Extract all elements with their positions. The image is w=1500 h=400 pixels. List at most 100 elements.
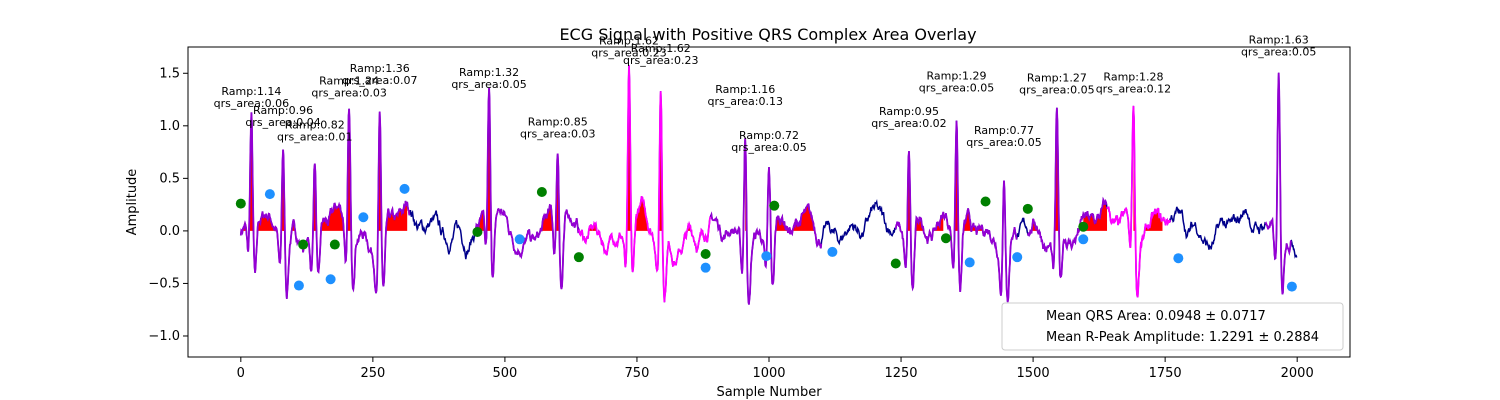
qrs-area-label: qrs_area:0.03 xyxy=(311,87,386,100)
y-axis: −1.0 −0.5 0.0 0.5 1.0 1.5 xyxy=(148,66,188,344)
r-peak-amplitude-label: Ramp:1.27 xyxy=(1027,71,1087,84)
r-peak-amplitude-label: Ramp:1.62 xyxy=(631,42,691,55)
y-tick-label: 0.0 xyxy=(159,224,180,239)
y-tick-label: 0.5 xyxy=(159,171,180,186)
s-point-marker xyxy=(472,226,483,237)
qrs-area-label: qrs_area:0.05 xyxy=(1241,46,1316,59)
r-peak-amplitude-label: Ramp:1.24 xyxy=(319,75,379,88)
qrs-area-fill xyxy=(351,111,381,231)
y-tick-label: 1.0 xyxy=(159,119,180,134)
legend-mean-r-peak-amplitude: Mean R-Peak Amplitude: 1.2291 ± 0.2884 xyxy=(1046,330,1319,345)
qrs-area-label: qrs_area:0.05 xyxy=(966,136,1041,149)
s-point-marker xyxy=(235,198,246,209)
x-tick-label: 1000 xyxy=(752,366,785,381)
x-axis: 0 250 500 750 1000 1250 1500 1750 2000 xyxy=(237,357,1314,381)
qrs-area-fill xyxy=(578,65,632,231)
qrs-area-fill xyxy=(283,149,318,231)
r-peak-amplitude-label: Ramp:1.28 xyxy=(1103,70,1163,83)
q-point-marker xyxy=(358,212,369,223)
qrs-area-fill xyxy=(953,120,986,231)
s-point-marker xyxy=(536,187,547,198)
qrs-segment-line xyxy=(894,120,1018,303)
q-point-marker xyxy=(1012,252,1023,263)
s-point-marker xyxy=(298,239,309,250)
qrs-area-fill xyxy=(906,151,944,231)
x-axis-label: Sample Number xyxy=(716,385,822,400)
qrs-segment-line xyxy=(1026,107,1108,279)
legend: Mean QRS Area: 0.0948 ± 0.0717 Mean R-Pe… xyxy=(1001,302,1344,351)
r-peak-amplitude-label: Ramp:1.62 xyxy=(599,35,659,48)
qrs-segment-line xyxy=(1264,72,1292,295)
x-tick-label: 1750 xyxy=(1149,366,1182,381)
y-tick-label: −1.0 xyxy=(148,329,180,344)
s-point-marker xyxy=(1078,221,1089,232)
qrs-area-fill xyxy=(1133,105,1163,231)
r-peak-amplitude-label: Ramp:0.72 xyxy=(739,129,799,142)
q-point-marker xyxy=(1078,234,1089,245)
qrs-area-label: qrs_area:0.05 xyxy=(1019,83,1094,96)
x-tick-label: 250 xyxy=(360,366,385,381)
r-peak-amplitude-label: Ramp:1.16 xyxy=(715,83,775,96)
s-point-marker xyxy=(573,252,584,263)
r-peak-amplitude-label: Ramp:0.95 xyxy=(879,105,939,118)
qrs-segment-line xyxy=(1106,105,1171,298)
qrs-segment-line xyxy=(578,65,712,303)
x-tick-label: 1250 xyxy=(884,366,917,381)
qrs-area-fill xyxy=(1083,199,1108,231)
qrs-segment-line xyxy=(475,87,580,290)
x-tick-label: 500 xyxy=(492,366,517,381)
q-point-marker xyxy=(293,280,304,291)
s-point-marker xyxy=(769,200,780,211)
x-tick-label: 2000 xyxy=(1281,366,1314,381)
r-peak-amplitude-label: Ramp:1.36 xyxy=(350,62,410,75)
r-peak-amplitude-label: Ramp:1.63 xyxy=(1249,34,1309,47)
qrs-area-label: qrs_area:0.06 xyxy=(214,97,289,110)
chart-title: ECG Signal with Positive QRS Complex Are… xyxy=(559,25,976,44)
qrs-area-label: qrs_area:0.01 xyxy=(277,131,352,144)
r-peak-amplitude-label: Ramp:0.77 xyxy=(974,124,1034,137)
x-tick-label: 0 xyxy=(237,366,245,381)
r-peak-annotations: Ramp:1.14qrs_area:0.06Ramp:0.96qrs_area:… xyxy=(214,34,1317,155)
q-point-marker xyxy=(264,189,275,200)
qrs-area-label: qrs_area:0.05 xyxy=(919,81,994,94)
q-point-marker xyxy=(1286,281,1297,292)
y-axis-label: Amplitude xyxy=(125,169,140,236)
r-peak-amplitude-label: Ramp:1.32 xyxy=(459,66,519,79)
y-tick-label: 1.5 xyxy=(159,66,180,81)
x-tick-label: 750 xyxy=(625,366,650,381)
q-point-marker xyxy=(325,274,336,285)
r-peak-amplitude-label: Ramp:0.85 xyxy=(528,116,588,129)
y-tick-label: −0.5 xyxy=(148,276,180,291)
qrs-segment-line xyxy=(239,108,411,299)
x-tick-label: 1500 xyxy=(1017,366,1050,381)
qrs-area-label: qrs_area:0.03 xyxy=(520,128,595,141)
qrs-area-fill xyxy=(380,165,408,231)
r-peak-amplitude-label: Ramp:1.29 xyxy=(926,69,986,82)
r-peak-amplitude-label: Ramp:0.82 xyxy=(285,119,345,132)
qrs-area-label: qrs_area:0.02 xyxy=(871,117,946,130)
qrs-area-label: qrs_area:0.04 xyxy=(245,116,320,129)
legend-mean-qrs-area: Mean QRS Area: 0.0948 ± 0.0717 xyxy=(1046,309,1266,324)
r-peak-amplitude-label: Ramp:1.14 xyxy=(221,85,281,98)
s-point-marker xyxy=(940,233,951,244)
q-point-marker xyxy=(514,234,525,245)
qrs-area-label: qrs_area:0.07 xyxy=(342,74,417,87)
qrs-area-fill xyxy=(663,224,706,231)
s-point-marker xyxy=(1022,203,1033,214)
plot-area xyxy=(235,65,1298,305)
r-peak-amplitude-label: Ramp:0.96 xyxy=(253,104,313,117)
q-point-marker xyxy=(964,257,975,268)
q-point-marker xyxy=(399,183,410,194)
legend-box xyxy=(1001,302,1344,351)
s-point-marker xyxy=(329,239,340,250)
qrs-area-label: qrs_area:0.05 xyxy=(731,141,806,154)
qrs-area-label: qrs_area:0.12 xyxy=(1096,82,1171,95)
qrs-area-label: qrs_area:0.23 xyxy=(623,54,698,67)
q-point-marker xyxy=(700,262,711,273)
s-point-marker xyxy=(890,258,901,269)
qrs-area-label: qrs_area:0.23 xyxy=(591,47,666,60)
s-point-marker xyxy=(700,249,711,260)
q-point-marker xyxy=(761,251,772,262)
q-point-marker xyxy=(827,246,838,257)
